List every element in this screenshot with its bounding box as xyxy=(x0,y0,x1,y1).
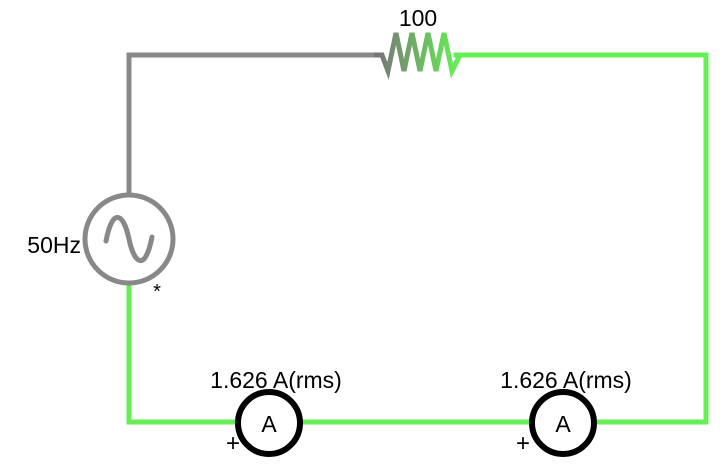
source-polarity-marker: * xyxy=(153,281,161,303)
ammeter-1[interactable]: A 1.626 A(rms) + xyxy=(210,367,342,457)
ammeter-symbol: A xyxy=(555,411,571,437)
resistor[interactable]: 100 xyxy=(374,5,463,80)
ammeter-reading: 1.626 A(rms) xyxy=(500,367,632,393)
wire-bottom-left[interactable] xyxy=(126,281,239,425)
ammeter-symbol: A xyxy=(261,411,277,437)
wire-top-right[interactable] xyxy=(453,52,709,425)
ammeter-2[interactable]: A 1.626 A(rms) + xyxy=(500,367,632,457)
wires xyxy=(126,52,709,425)
ammeter-polarity-plus: + xyxy=(226,430,240,457)
sine-wave-icon xyxy=(103,214,155,264)
wire-left-top[interactable] xyxy=(126,52,381,197)
resistor-label: 100 xyxy=(399,5,437,31)
zigzag-resistor-icon xyxy=(374,32,463,80)
ammeter-reading: 1.626 A(rms) xyxy=(210,367,342,393)
ammeter-icon xyxy=(235,389,303,457)
ac-source[interactable]: 50Hz * xyxy=(27,192,176,303)
ammeter-icon xyxy=(529,389,597,457)
ammeter-polarity-plus: + xyxy=(516,430,530,457)
source-frequency-label: 50Hz xyxy=(27,232,81,258)
